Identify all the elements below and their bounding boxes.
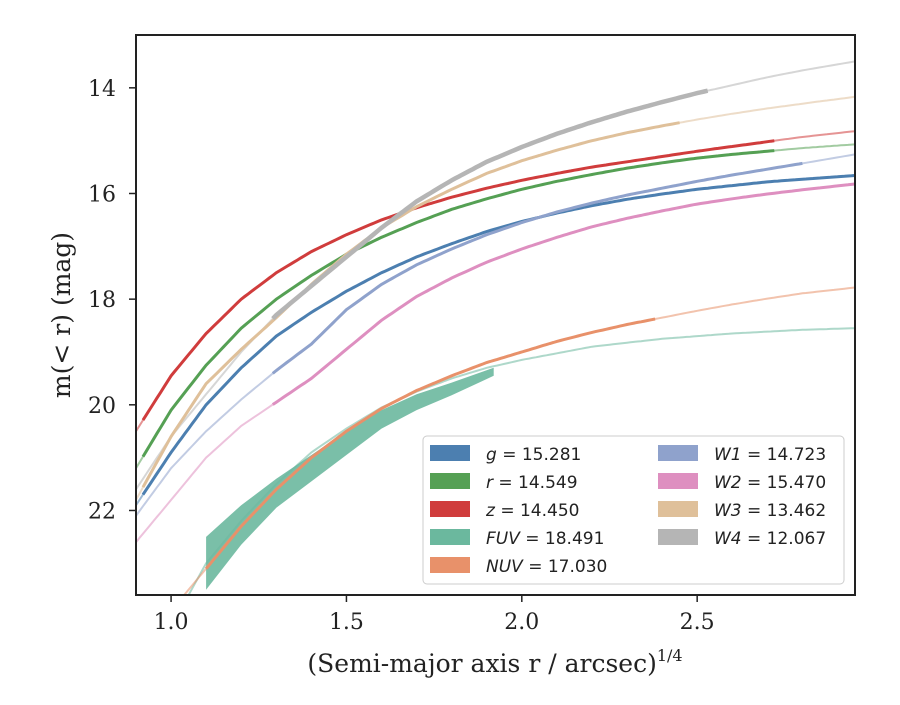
legend: g = 15.281 r = 14.549 z = 14.450 FUV = 18.4… bbox=[422, 435, 845, 585]
y-tick-label: 20 bbox=[88, 394, 116, 419]
data-line-w3 bbox=[141, 121, 680, 488]
y-axis-ticks: 14 16 18 20 22 bbox=[88, 77, 136, 524]
data-line-r bbox=[141, 149, 775, 458]
model-line-fuv bbox=[187, 327, 855, 595]
x-tick-label: 2.5 bbox=[680, 610, 715, 635]
legend-label-w3: W3 = 13.462 bbox=[714, 501, 826, 521]
data-line-w1 bbox=[271, 161, 803, 375]
y-tick-label: 16 bbox=[88, 182, 116, 207]
x-axis-ticks: 1.0 1.5 2.0 2.5 bbox=[154, 595, 715, 635]
data-line-nuv bbox=[204, 317, 656, 570]
legend-swatch-w1 bbox=[658, 445, 698, 461]
legend-swatch-w2 bbox=[658, 473, 698, 489]
data-line-z bbox=[141, 139, 775, 421]
x-tick-label: 1.0 bbox=[154, 610, 189, 635]
data-line-w4 bbox=[271, 88, 709, 321]
legend-swatch-fuv bbox=[430, 529, 470, 545]
x-tick-label: 1.5 bbox=[329, 610, 364, 635]
data-line-w2 bbox=[271, 182, 855, 406]
legend-label-w4: W4 = 12.067 bbox=[714, 529, 826, 549]
y-tick-label: 14 bbox=[88, 77, 116, 102]
x-axis-label-exponent: 1/4 bbox=[657, 646, 683, 665]
legend-label-r: r = 14.549 bbox=[486, 473, 578, 493]
x-axis-label-text: (Semi-major axis r / arcsec) bbox=[307, 649, 656, 678]
legend-label-w1: W1 = 14.723 bbox=[714, 445, 826, 465]
y-axis-label: m(< r) (mag) bbox=[47, 232, 76, 398]
legend-swatch-r bbox=[430, 473, 470, 489]
legend-label-nuv: NUV = 17.030 bbox=[486, 557, 607, 577]
legend-swatch-nuv bbox=[430, 557, 470, 573]
legend-label-z: z = 14.450 bbox=[485, 501, 579, 521]
legend-swatch-w3 bbox=[658, 501, 698, 517]
legend-label-w2: W2 = 15.470 bbox=[714, 473, 826, 493]
data-line-g bbox=[141, 174, 855, 496]
y-tick-label: 22 bbox=[88, 499, 116, 524]
x-axis-label: (Semi-major axis r / arcsec)1/4 bbox=[307, 646, 682, 678]
legend-label-g: g = 15.281 bbox=[486, 445, 581, 465]
x-tick-label: 2.0 bbox=[504, 610, 539, 635]
plot-frame bbox=[135, 34, 856, 596]
legend-swatch-g bbox=[430, 445, 470, 461]
legend-label-fuv: FUV = 18.491 bbox=[486, 529, 604, 549]
legend-box bbox=[422, 435, 845, 585]
y-tick-label: 18 bbox=[88, 288, 116, 313]
legend-swatch-z bbox=[430, 501, 470, 517]
data-lines bbox=[141, 88, 855, 570]
legend-swatch-w4 bbox=[658, 529, 698, 545]
